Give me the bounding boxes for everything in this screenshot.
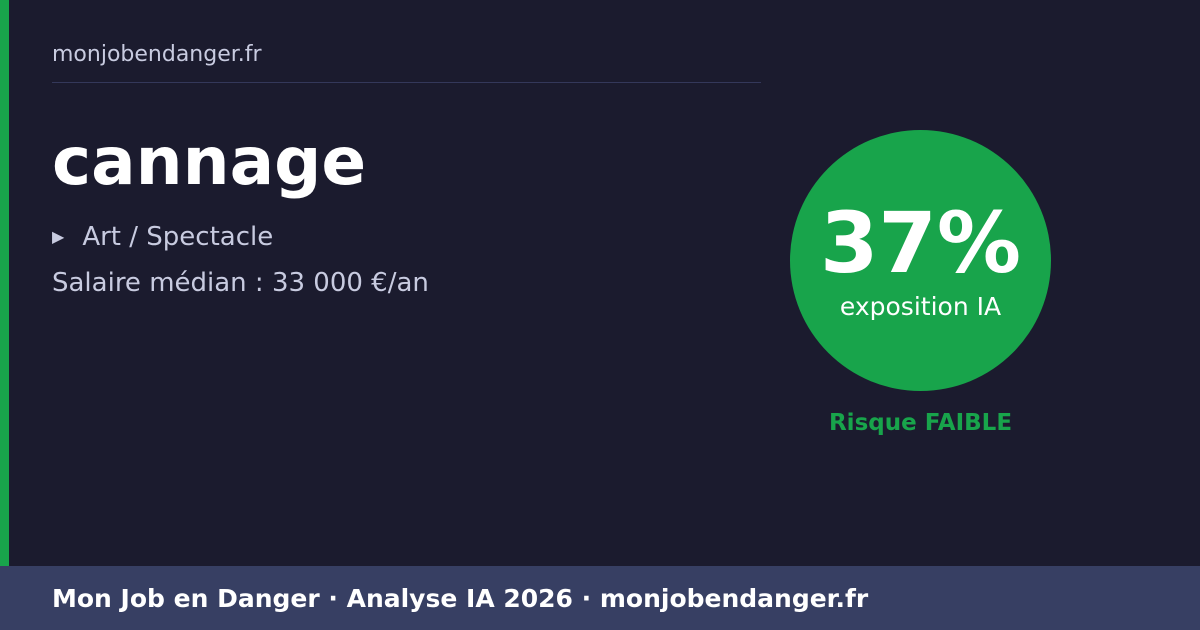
job-title: cannage: [52, 123, 367, 200]
triangle-right-icon: ▶: [52, 227, 65, 246]
site-name: monjobendanger.fr: [52, 42, 262, 67]
footer: Mon Job en Danger · Analyse IA 2026 · mo…: [0, 566, 1200, 630]
median-salary: Salaire médian : 33 000 €/an: [52, 268, 429, 298]
job-category: ▶ Art / Spectacle: [52, 222, 273, 253]
divider: [52, 82, 761, 83]
accent-bar: [0, 0, 9, 566]
category-label: Art / Spectacle: [82, 222, 274, 252]
exposure-label: exposition IA: [839, 292, 1002, 321]
risk-level: Risque FAIBLE: [828, 410, 1013, 436]
exposure-circle: 37% exposition IA: [790, 130, 1051, 391]
footer-text: Mon Job en Danger · Analyse IA 2026 · mo…: [52, 584, 869, 613]
exposure-percent: 37%: [819, 194, 1022, 292]
